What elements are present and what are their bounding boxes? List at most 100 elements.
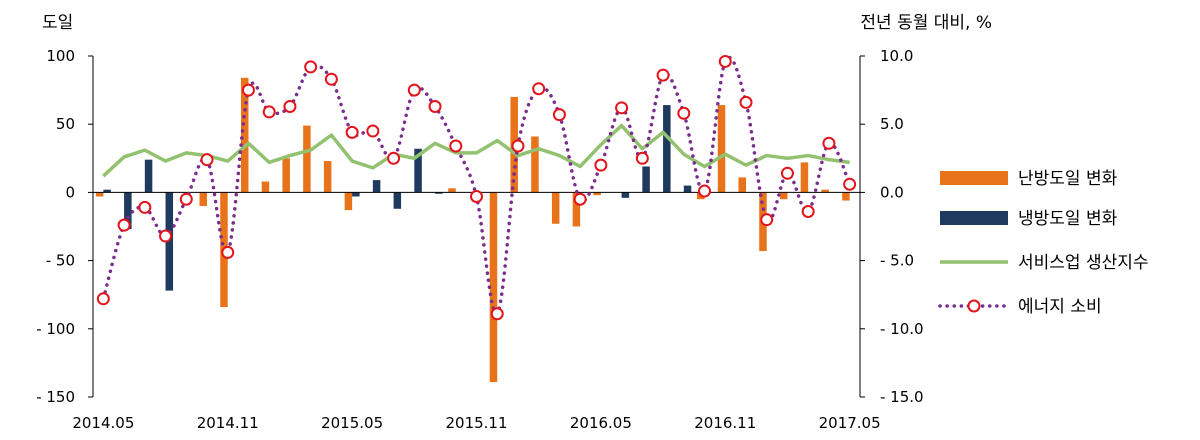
cooling-bar — [642, 166, 650, 193]
energy-consumption-point — [407, 83, 421, 97]
x-tick-label: 2016.05 — [570, 414, 632, 432]
heating-bar — [800, 162, 809, 193]
energy-consumption-point — [677, 106, 691, 120]
heating-bar — [323, 161, 332, 193]
heating-bar — [738, 177, 746, 193]
energy-consumption-point — [324, 72, 338, 86]
heating-bar — [779, 192, 788, 200]
legend-label: 난방도일 변화 — [1018, 169, 1118, 189]
energy-consumption-point — [449, 139, 463, 153]
left-tick-label: - 100 — [36, 320, 75, 338]
energy-consumption-point — [262, 105, 276, 119]
energy-consumption-point — [698, 184, 712, 198]
energy-consumption-point — [594, 158, 608, 172]
heating-bar — [240, 77, 249, 193]
cooling-bar — [352, 192, 360, 197]
legend-energy-marker — [967, 299, 981, 313]
x-tick-label: 2014.11 — [197, 414, 259, 432]
energy-consumption-point — [159, 229, 173, 243]
energy-consumption-point — [511, 139, 525, 153]
right-axis-title: 전년 동월 대비, % — [860, 13, 992, 33]
legend-heating-swatch — [940, 171, 1008, 185]
energy-consumption-point — [241, 83, 255, 97]
heating-bar — [261, 181, 270, 193]
energy-consumption-point — [843, 177, 857, 191]
x-tick-label: 2014.05 — [72, 414, 134, 432]
energy-consumption-point — [822, 136, 836, 150]
legend-label: 서비스업 생산지수 — [1018, 253, 1149, 273]
heating-bar — [95, 192, 104, 197]
legend-label: 냉방도일 변화 — [1018, 209, 1118, 229]
energy-consumption-point — [656, 68, 670, 82]
energy-consumption-point — [615, 101, 629, 115]
heating-bar — [489, 192, 498, 382]
heating-bar — [593, 192, 601, 196]
heating-bar — [531, 136, 539, 193]
cooling-bar — [124, 192, 132, 230]
heating-bar — [572, 192, 581, 227]
cooling-bar — [372, 180, 381, 193]
cooling-bar — [663, 105, 671, 193]
lines-layer — [96, 54, 857, 321]
energy-consumption-point — [532, 82, 546, 96]
cooling-bar — [621, 192, 630, 198]
energy-consumption-point — [304, 60, 318, 74]
left-axis: 100 50 0 - 50 - 100 - 150 — [36, 47, 94, 406]
energy-consumption-point — [96, 292, 110, 306]
energy-consumption-point — [428, 99, 442, 113]
heating-bar — [842, 192, 850, 201]
left-tick-label: - 150 — [36, 388, 75, 406]
energy-consumption-point — [283, 99, 297, 113]
right-tick-label: - 15.0 — [880, 388, 924, 406]
right-tick-label: - 10.0 — [880, 320, 924, 338]
energy-consumption-point — [739, 95, 753, 109]
x-tick-label: 2017.05 — [819, 414, 881, 432]
left-axis-title: 도일 — [42, 13, 73, 33]
cooling-bar — [165, 192, 174, 291]
energy-consumption-point — [366, 124, 380, 138]
bars-layer — [95, 77, 850, 382]
energy-consumption-point — [490, 307, 504, 321]
left-tick-label: 0 — [65, 183, 75, 201]
energy-consumption-point — [179, 192, 193, 206]
cooling-bar — [435, 192, 443, 194]
cooling-bar — [103, 189, 111, 193]
x-tick-label: 2015.05 — [321, 414, 383, 432]
energy-consumption-point — [200, 153, 214, 167]
energy-consumption-point — [573, 192, 587, 206]
energy-consumption-point — [801, 205, 815, 218]
x-axis: 2014.05 2014.11 2015.05 2015.11 2016.05 2016.… — [72, 414, 880, 432]
heating-bar — [344, 192, 353, 211]
energy-consumption-point — [221, 245, 235, 259]
heating-bar — [199, 192, 208, 207]
heating-bar — [303, 125, 311, 193]
right-axis: 10.0 5.0 0.0 - 5.0 - 10.0 - 15.0 — [859, 47, 924, 406]
energy-consumption-point — [345, 125, 359, 139]
energy-consumption-point — [552, 108, 566, 122]
x-tick-label: 2016.11 — [694, 414, 756, 432]
energy-consumption-point — [718, 54, 732, 68]
cooling-bar — [414, 148, 422, 193]
cooling-bar — [144, 159, 153, 193]
energy-consumption-point — [138, 200, 152, 214]
energy-consumption-point — [117, 218, 131, 232]
energy-consumption-point — [760, 213, 774, 227]
heating-bar — [282, 158, 290, 193]
right-tick-label: 10.0 — [880, 47, 913, 65]
heating-bar — [821, 189, 829, 193]
left-tick-label: - 50 — [46, 252, 75, 270]
heating-bar — [717, 105, 726, 193]
heating-bar — [551, 192, 560, 224]
left-tick-label: 100 — [46, 47, 75, 65]
cooling-bar — [393, 192, 402, 209]
right-tick-label: - 5.0 — [880, 252, 914, 270]
legend-label: 에너지 소비 — [1018, 297, 1102, 317]
energy-consumption-point — [780, 166, 794, 180]
legend-cooling-swatch — [940, 211, 1008, 225]
x-tick-label: 2015.11 — [445, 414, 507, 432]
left-tick-label: 50 — [56, 115, 75, 133]
right-tick-label: 0.0 — [880, 183, 904, 201]
energy-consumption-point — [635, 151, 649, 165]
